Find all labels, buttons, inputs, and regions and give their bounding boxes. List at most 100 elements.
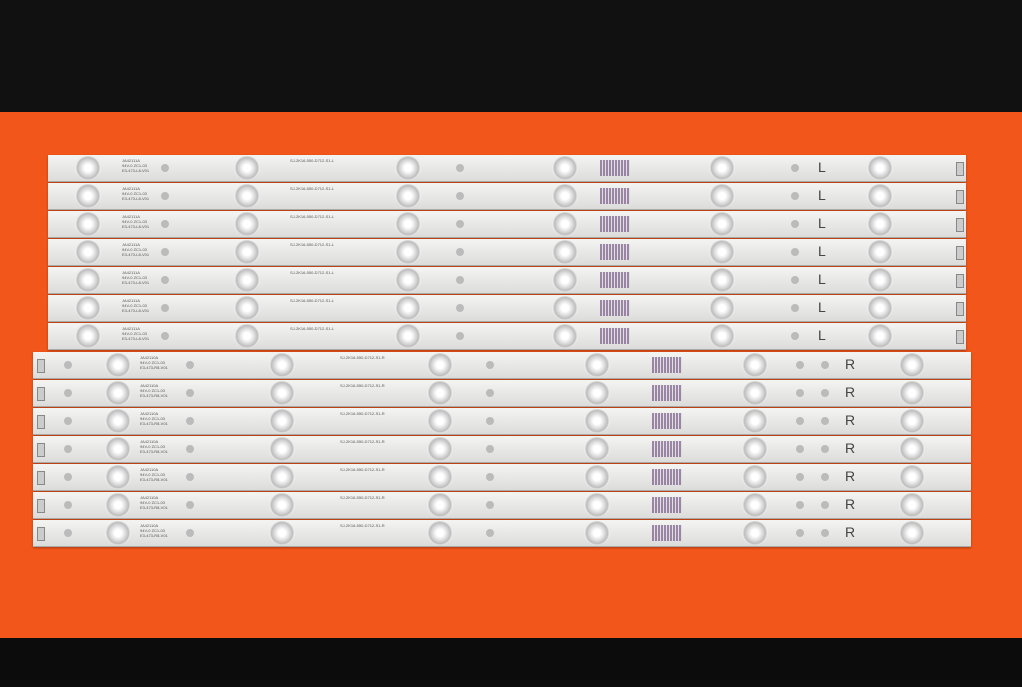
led-icon [709, 240, 735, 264]
led-icon [552, 212, 578, 236]
side-letter: L [818, 187, 826, 203]
strip-label: JA42110A 94V-0 ZC1-03 E3-473-R8-V01 [140, 411, 168, 426]
mount-hole [161, 220, 169, 228]
led-icon [269, 409, 295, 433]
side-letter: L [818, 215, 826, 231]
led-icon [395, 212, 421, 236]
strip-code: SJ-2K16-550-D712-S1-L [290, 270, 335, 275]
led-strip: JA42111A 94V-0 ZC1-03 E3-473-L8-V01 SJ-2K… [48, 295, 966, 322]
mount-hole [821, 389, 829, 397]
led-icon [867, 268, 893, 292]
side-letter: R [845, 524, 856, 540]
led-icon [75, 240, 101, 264]
strip-label: JA42110A 94V-0 ZC1-03 E3-473-R8-V01 [140, 495, 168, 510]
connector [37, 443, 45, 457]
side-letter: R [845, 412, 856, 428]
side-letter: R [845, 468, 856, 484]
barcode-label [600, 328, 630, 344]
led-icon [709, 324, 735, 348]
strip-code: SJ-2K16-550-D712-S1-R [340, 355, 385, 360]
barcode-label [600, 300, 630, 316]
led-icon [395, 324, 421, 348]
side-letter: L [818, 271, 826, 287]
mount-hole [791, 192, 799, 200]
mount-hole [161, 332, 169, 340]
mount-hole [486, 501, 494, 509]
led-icon [867, 240, 893, 264]
side-letter: R [845, 440, 856, 456]
led-strip: JA42110A 94V-0 ZC1-03 E3-473-R8-V01 SJ-2K… [33, 492, 971, 519]
led-icon [269, 493, 295, 517]
led-icon [899, 437, 925, 461]
led-icon [552, 240, 578, 264]
led-icon [709, 296, 735, 320]
led-icon [899, 353, 925, 377]
led-icon [742, 437, 768, 461]
led-icon [269, 353, 295, 377]
led-strip: JA42111A 94V-0 ZC1-03 E3-473-L8-V01 SJ-2K… [48, 323, 966, 350]
mount-hole [456, 332, 464, 340]
mount-hole [456, 192, 464, 200]
led-icon [899, 381, 925, 405]
mount-hole [821, 445, 829, 453]
mount-hole [791, 220, 799, 228]
led-strip: JA42111A 94V-0 ZC1-03 E3-473-L8-V01 SJ-2K… [48, 267, 966, 294]
connector [956, 218, 964, 232]
led-icon [395, 240, 421, 264]
barcode-label [652, 469, 682, 485]
led-icon [269, 521, 295, 545]
side-letter: R [845, 384, 856, 400]
led-icon [75, 268, 101, 292]
led-icon [584, 437, 610, 461]
mount-hole [486, 445, 494, 453]
barcode-label [600, 188, 630, 204]
barcode-label [600, 160, 630, 176]
mount-hole [486, 361, 494, 369]
connector [956, 274, 964, 288]
strip-label: JA42111A 94V-0 ZC1-03 E3-473-L8-V01 [122, 186, 150, 201]
led-strip: JA42110A 94V-0 ZC1-03 E3-473-R8-V01 SJ-2K… [33, 436, 971, 463]
mount-hole [456, 164, 464, 172]
strip-code: SJ-2K16-550-D712-S1-L [290, 326, 335, 331]
led-icon [552, 296, 578, 320]
led-icon [105, 353, 131, 377]
connector [956, 190, 964, 204]
mount-hole [796, 473, 804, 481]
led-icon [867, 212, 893, 236]
mount-hole [64, 445, 72, 453]
led-icon [105, 381, 131, 405]
connector [956, 302, 964, 316]
led-icon [427, 465, 453, 489]
mount-hole [64, 501, 72, 509]
led-icon [75, 184, 101, 208]
connector [37, 527, 45, 541]
connector [956, 162, 964, 176]
connector [37, 415, 45, 429]
led-icon [584, 493, 610, 517]
mount-hole [486, 473, 494, 481]
mount-hole [796, 389, 804, 397]
led-icon [105, 521, 131, 545]
mount-hole [64, 389, 72, 397]
strip-code: SJ-2K16-550-D712-S1-R [340, 467, 385, 472]
barcode-label [652, 441, 682, 457]
side-letter: L [818, 299, 826, 315]
strip-code: SJ-2K16-550-D712-S1-L [290, 186, 335, 191]
led-icon [269, 465, 295, 489]
strip-code: SJ-2K16-550-D712-S1-R [340, 383, 385, 388]
led-icon [234, 156, 260, 180]
mount-hole [64, 473, 72, 481]
barcode-label [652, 497, 682, 513]
led-icon [742, 521, 768, 545]
strip-label: JA42111A 94V-0 ZC1-03 E3-473-L8-V01 [122, 298, 150, 313]
mount-hole [456, 248, 464, 256]
strip-label: JA42110A 94V-0 ZC1-03 E3-473-R8-V01 [140, 383, 168, 398]
mount-hole [186, 529, 194, 537]
led-icon [552, 324, 578, 348]
strip-code: SJ-2K16-550-D712-S1-L [290, 214, 335, 219]
led-icon [427, 493, 453, 517]
mount-hole [821, 501, 829, 509]
led-strip: JA42111A 94V-0 ZC1-03 E3-473-L8-V01 SJ-2K… [48, 239, 966, 266]
led-strip: JA42110A 94V-0 ZC1-03 E3-473-R8-V01 SJ-2K… [33, 408, 971, 435]
mount-hole [821, 361, 829, 369]
